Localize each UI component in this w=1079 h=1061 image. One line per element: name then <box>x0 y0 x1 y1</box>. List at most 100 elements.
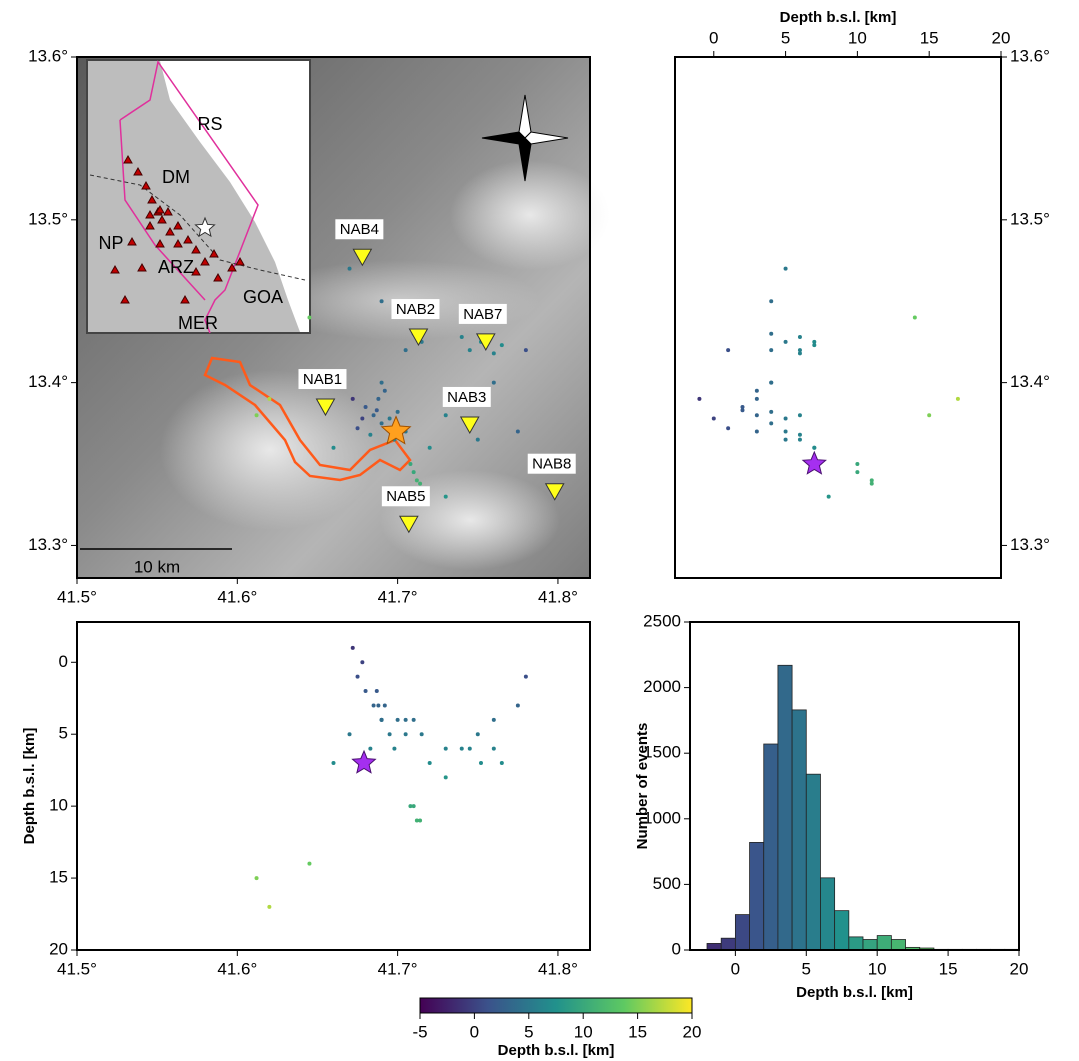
inset-volcano <box>123 154 133 164</box>
event-point <box>419 732 424 737</box>
plot-frame <box>76 56 591 579</box>
inset-volcano <box>173 220 183 230</box>
inset-volcano <box>145 209 155 219</box>
y-tick-label: 15 <box>49 868 68 887</box>
x-tick-label: 41.6° <box>217 587 257 606</box>
inset-volcano <box>155 204 165 214</box>
event-point <box>797 348 802 353</box>
event-point <box>403 717 408 722</box>
event-point <box>403 732 408 737</box>
event-point <box>418 481 423 486</box>
hist-bar <box>820 877 836 951</box>
event-point <box>769 331 774 336</box>
event-point <box>491 717 496 722</box>
colorbar <box>419 997 693 1014</box>
event-point <box>363 689 368 694</box>
event-point <box>347 732 352 737</box>
event-point <box>459 746 464 751</box>
event-point <box>307 315 312 320</box>
event-point <box>331 445 336 450</box>
event-point <box>382 388 387 393</box>
event-point <box>443 775 448 780</box>
inset-volcano <box>147 194 157 204</box>
mainshock <box>801 450 827 475</box>
inset-volcano <box>137 262 147 272</box>
event-point <box>475 437 480 442</box>
inset-volcano <box>145 220 155 230</box>
event-point <box>408 804 413 809</box>
y-tick-label: 13.3° <box>1010 535 1050 554</box>
event-point <box>376 703 381 708</box>
y-axis-label: Depth b.s.l. [km] <box>21 728 38 845</box>
inset-volcano <box>235 256 245 266</box>
event-point <box>769 380 774 385</box>
event-point <box>392 746 397 751</box>
event-point <box>812 343 817 348</box>
event-point <box>355 426 360 431</box>
station-label: NAB2 <box>396 301 435 318</box>
x-tick-label: 5 <box>781 28 790 47</box>
event-point <box>267 396 272 401</box>
event-point <box>350 645 355 650</box>
inset-event-star <box>194 216 216 238</box>
x-tick-label: 0 <box>709 28 718 47</box>
event-point <box>927 413 932 418</box>
event-point <box>523 348 528 353</box>
event-point <box>797 413 802 418</box>
station <box>544 483 565 501</box>
event-point <box>955 396 960 401</box>
event-point <box>379 380 384 385</box>
y-tick-label: 1000 <box>643 808 681 827</box>
event-point <box>374 689 379 694</box>
y-tick-label: 500 <box>653 874 681 893</box>
event-point <box>387 416 392 421</box>
event-point <box>869 481 874 486</box>
event-point <box>307 861 312 866</box>
relief-highlight <box>160 370 380 530</box>
event-point <box>376 396 381 401</box>
y-axis-label: Number of events <box>634 723 651 850</box>
event-point <box>869 478 874 483</box>
plot-frame <box>674 56 1002 579</box>
y-tick-label: 13.4° <box>1010 372 1050 391</box>
event-point <box>491 746 496 751</box>
event-point <box>515 703 520 708</box>
y-tick-label: 0 <box>59 652 68 671</box>
event-point <box>812 339 817 344</box>
event-point <box>754 396 759 401</box>
event-point <box>797 335 802 340</box>
station <box>315 398 336 417</box>
event-point <box>769 409 774 414</box>
inset-volcano <box>191 244 201 254</box>
event-point <box>355 674 360 679</box>
inset-volcano <box>141 180 151 190</box>
event-point <box>855 462 860 467</box>
hist-bar <box>805 773 821 951</box>
hist-bar <box>848 936 864 951</box>
y-tick-label: 13.6° <box>1010 46 1050 65</box>
station-label-box <box>442 386 491 407</box>
event-point <box>499 760 504 765</box>
station-label: NAB5 <box>386 488 425 505</box>
event-point <box>478 760 483 765</box>
event-point <box>443 746 448 751</box>
x-tick-label: 15 <box>628 1022 647 1041</box>
x-axis-label: Depth b.s.l. [km] <box>498 1042 615 1059</box>
hist-bar <box>862 939 878 951</box>
y-tick-label: 5 <box>59 724 68 743</box>
hist-bar <box>734 914 750 951</box>
hist-bar <box>720 937 736 951</box>
event-point <box>515 429 520 434</box>
event-point <box>379 421 384 426</box>
event-point <box>726 426 731 431</box>
x-tick-label: 20 <box>992 28 1011 47</box>
event-point <box>491 380 496 385</box>
y-tick-label: 13.3° <box>28 535 68 554</box>
event-point <box>350 396 355 401</box>
y-tick-label: 20 <box>49 939 68 958</box>
x-tick-label: -5 <box>412 1022 427 1041</box>
station-label-box <box>298 369 347 390</box>
event-point <box>459 335 464 340</box>
x-axis-label: Depth b.s.l. [km] <box>796 984 913 1001</box>
